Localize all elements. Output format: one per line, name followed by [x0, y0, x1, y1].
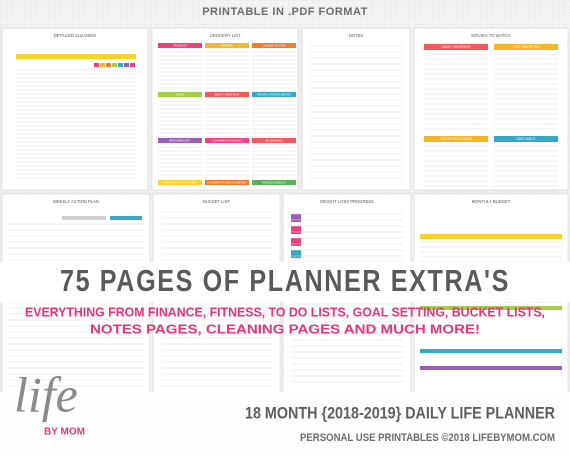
- section-bar: [252, 138, 296, 143]
- section-bar: [420, 366, 562, 370]
- week-tag: [291, 238, 301, 246]
- section-bar: [158, 138, 202, 143]
- page-title: MOVIES TO WATCH: [471, 33, 510, 38]
- page-title: DETAILED CLEANING: [54, 33, 97, 38]
- page-previews: DETAILED CLEANING GROCERY LIST PRODUCE FROZ…: [1, 27, 569, 395]
- page: [1, 27, 149, 191]
- banner-headline: 75 PAGES OF PLANNER EXTRA'S: [60, 263, 510, 298]
- day-box: [100, 63, 105, 67]
- day-box: [118, 63, 123, 67]
- day-box: [130, 63, 135, 67]
- section-bar: [424, 136, 488, 142]
- section-label: KIDS' FAVORITES: [513, 45, 540, 49]
- banner-line: NOTES PAGES, CLEANING PAGES AND MUCH MOR…: [90, 321, 480, 336]
- page: [301, 27, 411, 191]
- header-title: PRINTABLE IN .PDF FORMAT: [202, 6, 368, 18]
- section-label: GUILTY PLEASURES: [440, 137, 471, 141]
- footer-title: 18 MONTH {2018-2019} DAILY LIFE PLANNER: [245, 403, 555, 422]
- page-title: WEEKLY ACTION PLAN: [53, 199, 99, 204]
- section-bar: [424, 44, 488, 50]
- week-tag: [291, 226, 301, 234]
- section-bar: [62, 216, 106, 220]
- page-title: GROCERY LIST: [209, 33, 240, 38]
- section-label: BREAD/BAKERY: [169, 138, 191, 142]
- section-label: MISCELLANEOUS: [262, 180, 286, 184]
- page-title: BUCKET LIST: [203, 199, 230, 204]
- week-tag: [291, 250, 301, 258]
- section-bar: [420, 306, 562, 310]
- section-label: PAPER/PLASTIC GOODS: [164, 180, 197, 184]
- day-box: [112, 63, 117, 67]
- section-label: DATE NIGHT: [516, 137, 535, 141]
- header-bar: [16, 54, 136, 59]
- section-label: CONDIMENTS/SAUCES: [211, 138, 242, 142]
- section-label: DAIRY: [176, 92, 185, 96]
- section-bar: [205, 180, 249, 185]
- logo-by: BY MOM: [44, 427, 85, 438]
- section-bar: [205, 138, 249, 143]
- section-bar: [252, 180, 296, 185]
- page-title: MONTHLY BUDGET: [472, 199, 511, 204]
- page-title: WEIGHT LOSS PROGRESS: [320, 199, 374, 204]
- section-label: CANNED GOODS: [263, 43, 286, 47]
- section-bar: [158, 43, 202, 48]
- section-bar: [420, 234, 562, 239]
- section-label: LAUNDRY/HOUSE CLEANING: [207, 180, 246, 184]
- day-box: [94, 63, 99, 67]
- week-tag: [291, 214, 301, 222]
- logo-word: life: [14, 366, 78, 422]
- day-box: [106, 63, 111, 67]
- section-label: FAMILY FAVORITES: [441, 45, 471, 49]
- section-bar: [252, 43, 296, 48]
- page-title: NOTES: [349, 33, 364, 38]
- section-bar: [205, 92, 249, 97]
- section-bar: [158, 180, 202, 185]
- section-label: BEVERAGES: [265, 138, 282, 142]
- section-bar: [420, 349, 562, 353]
- section-label: GRAINS, PASTA & BEANS: [257, 92, 291, 96]
- section-bar: [110, 216, 142, 220]
- section-label: FROZEN: [221, 43, 233, 47]
- section-bar: [205, 43, 249, 48]
- footer-subtitle: PERSONAL USE PRINTABLES ©2018 LIFEBYMOM.…: [300, 432, 555, 444]
- section-label: PRODUCE: [173, 43, 187, 47]
- section-label: MEAT & SEAFOOD: [215, 92, 240, 96]
- day-box: [124, 63, 129, 67]
- section-bar: [252, 92, 296, 97]
- banner-band: [0, 262, 570, 302]
- section-bar: [158, 92, 202, 97]
- section-bar: [494, 44, 558, 50]
- section-bar: [494, 136, 558, 142]
- footer-band: [0, 392, 570, 456]
- banner-line: EVERYTHING FROM FINANCE, FITNESS, TO DO …: [25, 304, 545, 319]
